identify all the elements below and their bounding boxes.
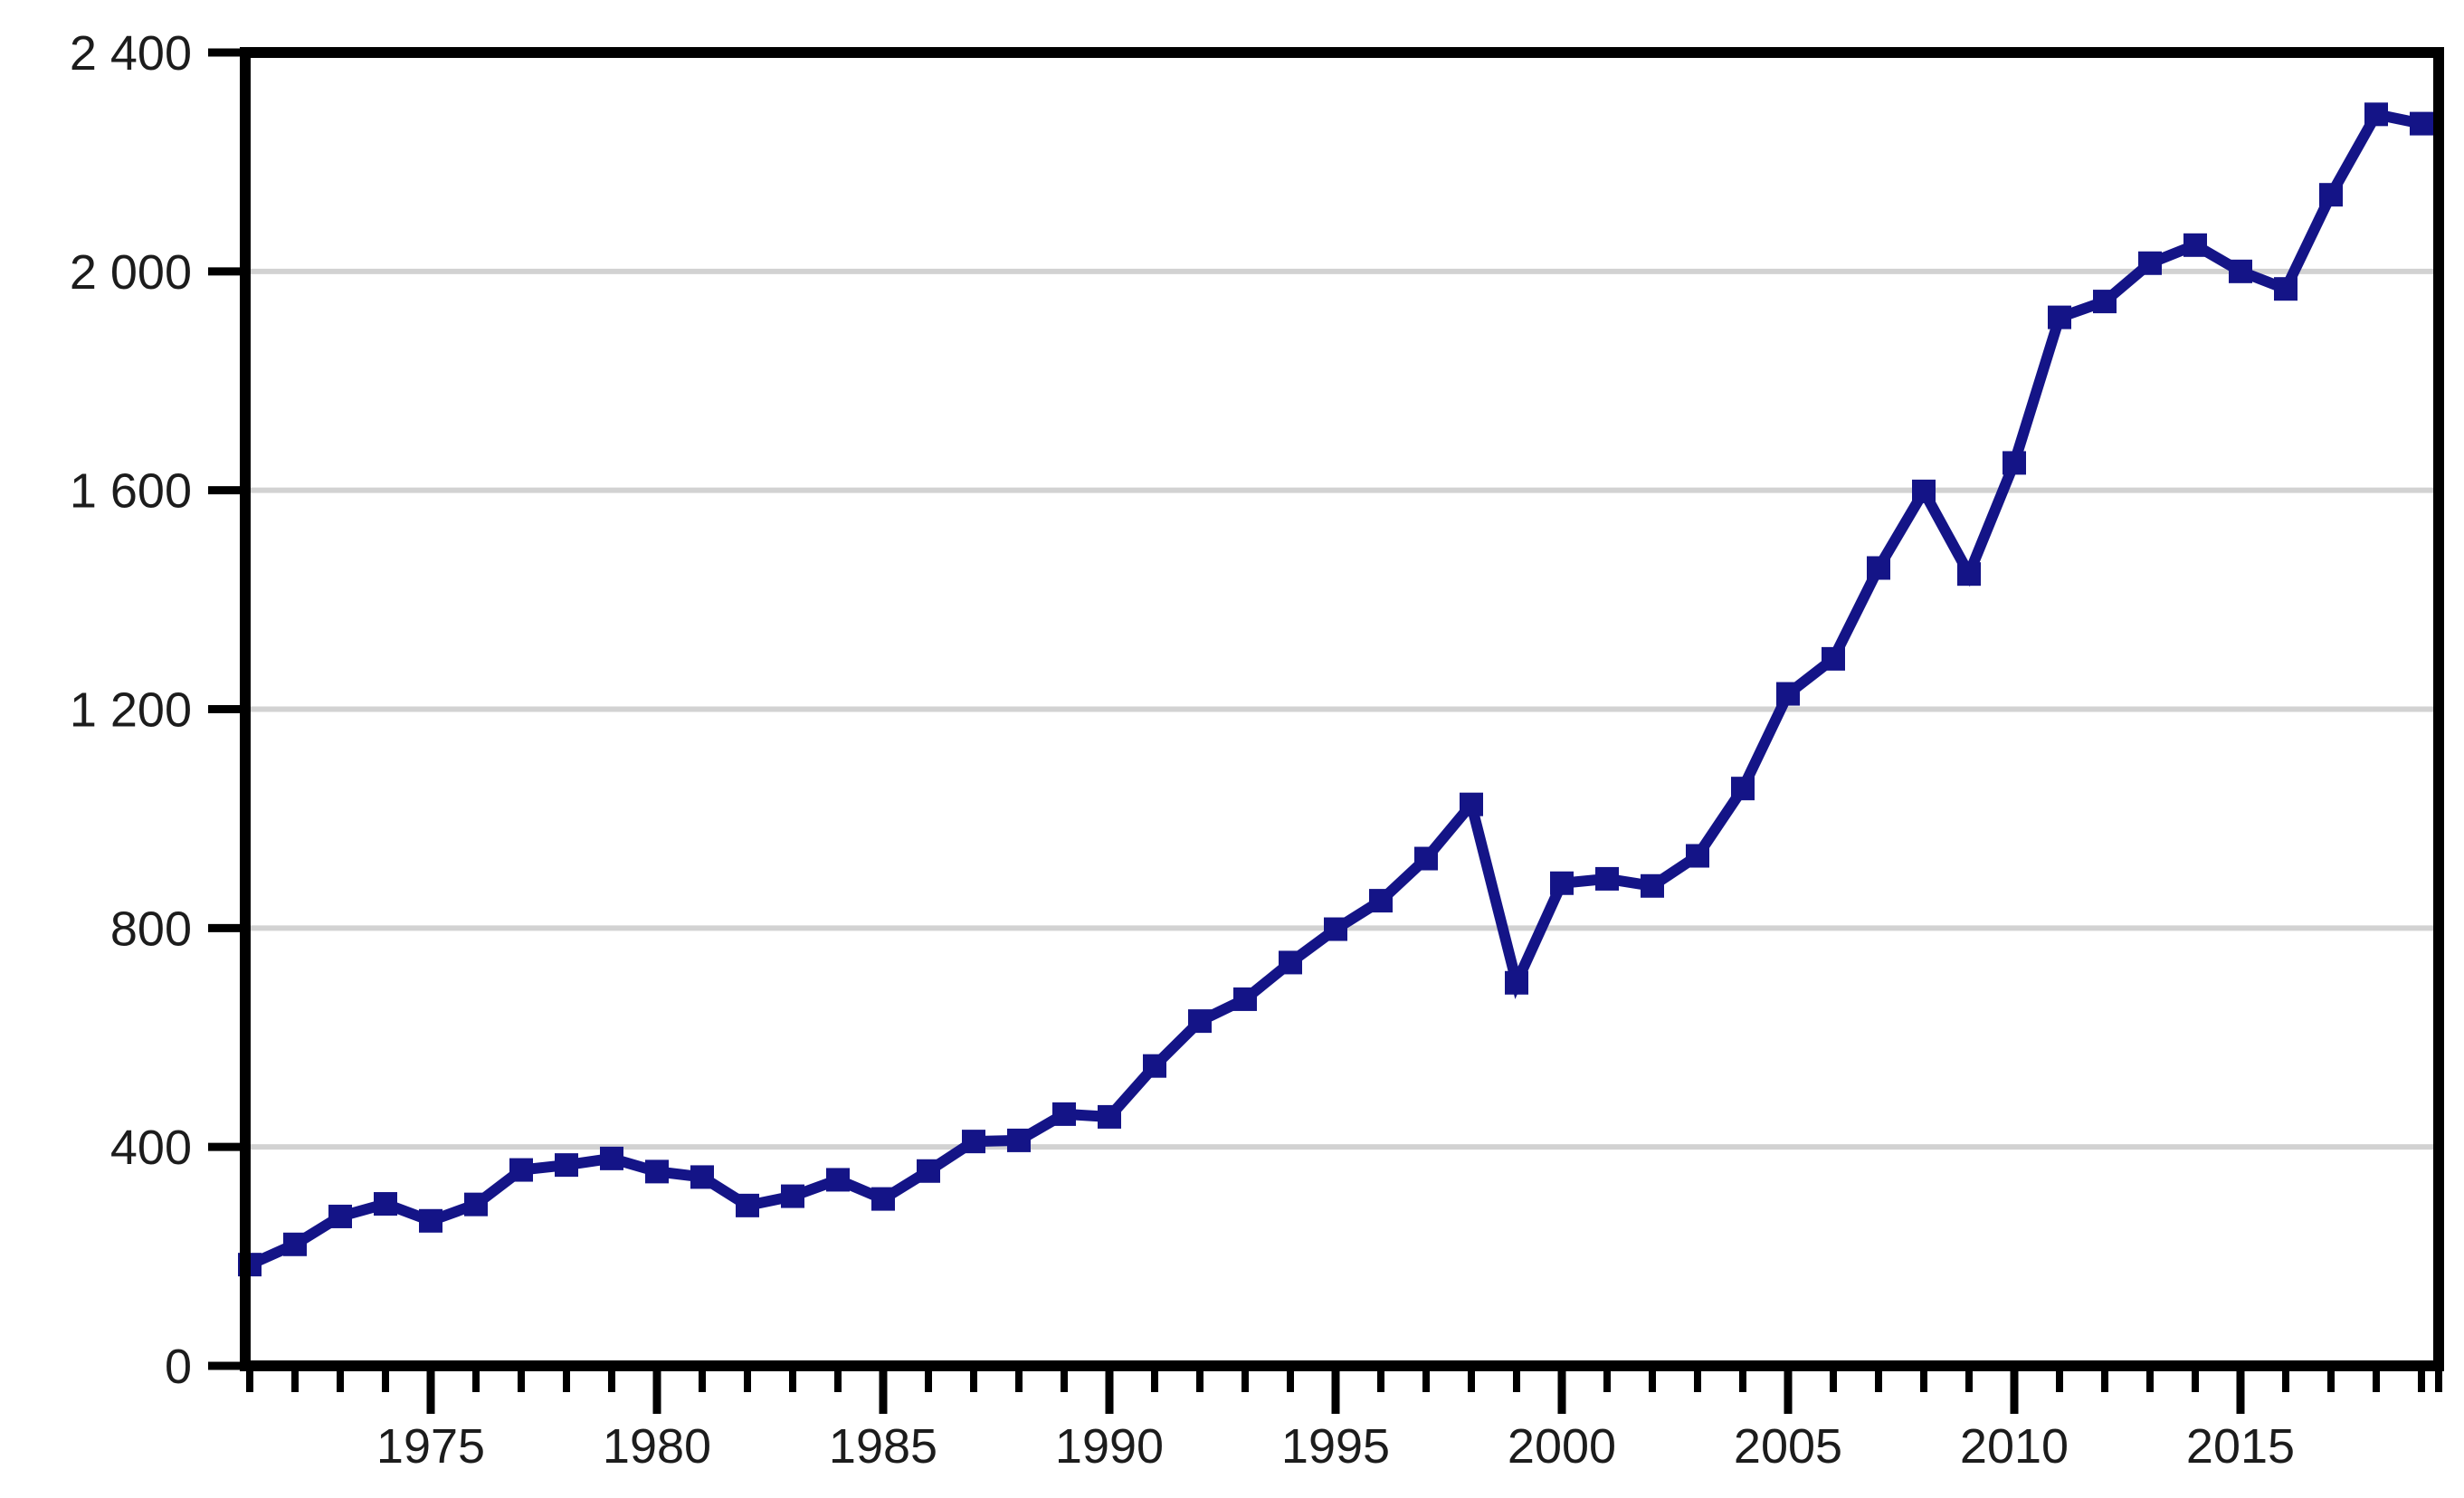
x-axis-tick-label: 1990 <box>1055 1419 1164 1474</box>
data-point-marker <box>2003 451 2026 475</box>
data-point-marker <box>2048 305 2071 329</box>
data-point-marker <box>1324 917 1347 941</box>
y-axis-tick-label: 0 <box>165 1340 192 1394</box>
data-point-marker <box>1822 646 1845 671</box>
data-point-marker <box>1143 1054 1166 1078</box>
y-axis-tick-label: 2 000 <box>70 245 192 300</box>
data-point-marker <box>781 1184 804 1208</box>
data-point-marker <box>1052 1102 1076 1126</box>
data-point-marker <box>871 1187 895 1211</box>
data-point-marker <box>600 1146 623 1170</box>
data-point-marker <box>283 1232 307 1256</box>
data-point-marker <box>736 1193 759 1217</box>
data-point-marker <box>374 1192 397 1217</box>
y-axis-tick-label: 800 <box>110 902 192 956</box>
y-axis-tick-label: 1 600 <box>70 464 192 519</box>
x-axis-tick-label: 1985 <box>829 1419 937 1474</box>
data-point-marker <box>2183 233 2207 257</box>
data-point-marker <box>645 1159 669 1184</box>
x-axis-tick-label: 2000 <box>1508 1419 1616 1474</box>
data-point-marker <box>1188 1009 1212 1034</box>
data-point-marker <box>917 1159 940 1183</box>
x-axis-tick-label: 2005 <box>1734 1419 1842 1474</box>
data-point-marker <box>690 1165 714 1189</box>
plot-border <box>240 47 2444 1371</box>
data-point-marker <box>1776 682 1800 706</box>
data-point-marker <box>1867 556 1890 580</box>
data-point-marker <box>1641 873 1664 898</box>
data-point-marker <box>1550 871 1574 895</box>
y-axis-tick-label: 2 400 <box>70 26 192 81</box>
data-point-marker <box>2229 259 2252 283</box>
y-axis-tick-label: 400 <box>110 1121 192 1175</box>
data-point-marker <box>509 1158 533 1182</box>
data-point-marker <box>1369 889 1393 913</box>
data-point-marker <box>1233 987 1257 1011</box>
x-axis-tick-label: 2015 <box>2186 1419 2295 1474</box>
data-point-marker <box>1912 479 1936 503</box>
data-point-marker <box>2410 111 2433 136</box>
x-axis-tick-label: 1980 <box>603 1419 711 1474</box>
data-point-marker <box>555 1153 578 1178</box>
data-point-marker <box>1007 1128 1031 1152</box>
data-point-marker <box>2138 251 2162 275</box>
y-axis-tick-label: 1 200 <box>70 683 192 738</box>
x-axis-tick-label: 1995 <box>1281 1419 1390 1474</box>
data-point-marker <box>2319 183 2343 207</box>
data-point-marker <box>2274 277 2298 301</box>
data-point-marker <box>2364 102 2388 127</box>
data-point-marker <box>1505 970 1528 995</box>
data-point-marker <box>464 1192 488 1217</box>
data-point-marker <box>2093 290 2117 314</box>
data-point-marker <box>1460 792 1483 816</box>
data-point-marker <box>1731 777 1755 801</box>
data-point-marker <box>1957 562 1981 587</box>
data-point-marker <box>1686 844 1709 868</box>
data-point-marker <box>826 1168 850 1192</box>
data-point-marker <box>962 1130 985 1154</box>
x-axis-tick-label: 1975 <box>376 1419 485 1474</box>
data-point-marker <box>1414 846 1438 871</box>
data-point-marker <box>328 1204 352 1228</box>
data-point-marker <box>419 1208 442 1233</box>
data-point-marker <box>1098 1104 1121 1129</box>
data-point-marker <box>1279 950 1302 975</box>
x-axis-tick-label: 2010 <box>1960 1419 2069 1474</box>
data-point-marker <box>1595 866 1619 891</box>
